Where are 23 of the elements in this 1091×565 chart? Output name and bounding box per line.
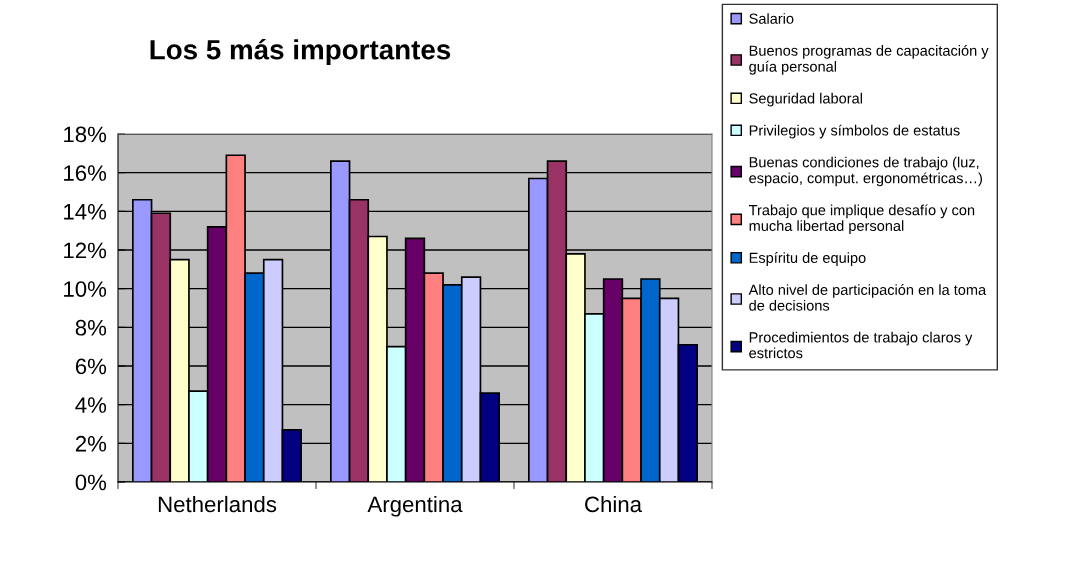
y-tick-label: 14% bbox=[64, 203, 107, 220]
y-tick-label: 18% bbox=[64, 126, 107, 143]
y-tick-label: 4% bbox=[75, 397, 107, 413]
y-tick-label: 10% bbox=[64, 281, 107, 297]
legend-label: Privilegios y símbolos de estatus bbox=[749, 124, 960, 139]
legend-label: Espíritu de equipo bbox=[749, 252, 866, 266]
legend-label: Alto nivel de participación en la toma de decisions bbox=[748, 284, 987, 311]
chart-title: Los 5 más importantes bbox=[150, 38, 451, 66]
y-tick-label: 0% bbox=[75, 474, 107, 491]
legend-label: Trabajo que implique desafío y con mucha libertad personal bbox=[748, 204, 975, 234]
legend-label: Buenos programas de capacitación y guía personal bbox=[749, 44, 989, 75]
y-tick-label: 8% bbox=[75, 319, 107, 336]
legend-label: Salario bbox=[749, 13, 794, 24]
y-tick-label: 2% bbox=[75, 435, 107, 452]
y-tick-label: 6% bbox=[75, 358, 107, 375]
x-tick-label: Argentina bbox=[367, 495, 463, 517]
legend-label: Procedimientos de trabajo claros y estrictos bbox=[749, 331, 973, 359]
legend-label: Buenas condiciones de trabajo (luz, espacio, comput. ergonométricas…) bbox=[749, 156, 982, 187]
x-tick-label: Netherlands bbox=[158, 495, 277, 513]
legend-label: Seguridad laboral bbox=[749, 92, 862, 107]
y-tick-label: 16% bbox=[64, 165, 107, 181]
y-tick-label: 12% bbox=[64, 242, 107, 259]
x-tick-label: China bbox=[585, 495, 643, 513]
